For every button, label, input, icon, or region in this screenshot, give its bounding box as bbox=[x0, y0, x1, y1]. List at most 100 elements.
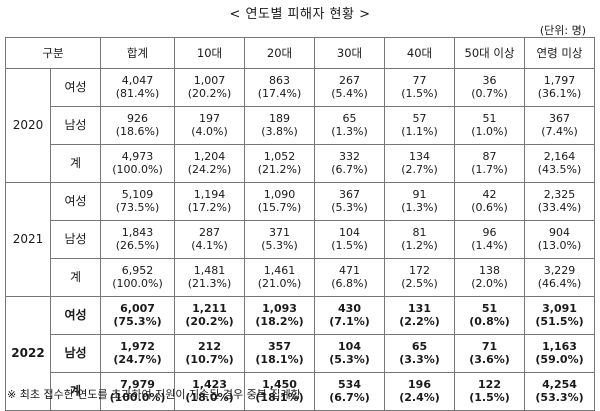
table-row: 2022 여성 6,007 (75.3%) 1,211 (20.2%) 1,093 (18.2… bbox=[5, 296, 596, 411]
count-value: 1,204 bbox=[193, 150, 226, 163]
header-total: 합계 bbox=[100, 37, 176, 69]
percent-value: (1.5%) bbox=[469, 390, 510, 404]
percent-value: (20.2%) bbox=[187, 86, 232, 100]
gender-cell: 계 bbox=[49, 144, 102, 183]
percent-value: (0.6%) bbox=[471, 200, 508, 214]
percent-value: (21.2%) bbox=[257, 162, 302, 176]
count-value: 138 bbox=[479, 264, 501, 277]
count-value: 1,843 bbox=[121, 226, 154, 239]
data-cell: 1,481 (21.3%) bbox=[174, 258, 246, 297]
percent-value: (5.3%) bbox=[329, 352, 370, 366]
percent-value: (24.2%) bbox=[187, 162, 232, 176]
header-row: 구분 합계 10대 20대 30대 40대 50대 이상 연령 미상 bbox=[4, 37, 596, 69]
count-value: 534 bbox=[338, 378, 361, 391]
count-value: 87 bbox=[482, 150, 497, 163]
percent-value: (18.1%) bbox=[255, 352, 304, 366]
data-cell: 430 (7.1%) bbox=[314, 296, 386, 335]
percent-value: (26.5%) bbox=[115, 238, 160, 252]
percent-value: (46.4%) bbox=[537, 276, 582, 290]
percent-value: (6.8%) bbox=[331, 276, 368, 290]
percent-value: (43.5%) bbox=[537, 162, 582, 176]
gender-cell: 남성 bbox=[49, 220, 102, 259]
data-cell: 367 (5.3%) bbox=[314, 182, 386, 221]
data-cell: 4,973 (100.0%) bbox=[100, 144, 176, 183]
data-cell: 36 (0.7%) bbox=[454, 68, 526, 107]
count-value: 189 bbox=[269, 112, 291, 125]
table-row: 2020 여성 4,047 (81.4%) 1,007 (20.2%) 863 (17.4%)… bbox=[5, 68, 596, 183]
data-cell: 926 (18.6%) bbox=[100, 106, 176, 145]
percent-value: (1.3%) bbox=[331, 124, 368, 138]
count-value: 332 bbox=[339, 150, 361, 163]
table-title: < 연도별 피해자 현황 > bbox=[229, 7, 371, 22]
data-cell: 71 (3.6%) bbox=[454, 334, 526, 373]
header-10s: 10대 bbox=[174, 37, 246, 69]
data-cell: 104 (1.5%) bbox=[314, 220, 386, 259]
percent-value: (7.4%) bbox=[541, 124, 578, 138]
count-value: 122 bbox=[478, 378, 501, 391]
percent-value: (4.0%) bbox=[191, 124, 228, 138]
percent-value: (81.4%) bbox=[115, 86, 160, 100]
data-cell: 138 (2.0%) bbox=[454, 258, 526, 297]
data-cell: 1,093 (18.2%) bbox=[244, 296, 316, 335]
percent-value: (1.4%) bbox=[471, 238, 508, 252]
count-value: 1,797 bbox=[543, 74, 576, 87]
count-value: 287 bbox=[199, 226, 221, 239]
percent-value: (100.0%) bbox=[112, 162, 163, 176]
percent-value: (18.0%) bbox=[185, 390, 234, 404]
data-cell: 1,211 (20.2%) bbox=[174, 296, 246, 335]
victims-by-year-table: 구분 합계 10대 20대 30대 40대 50대 이상 연령 미상 2020 여… bbox=[4, 37, 596, 411]
data-cell: 77 (1.5%) bbox=[384, 68, 456, 107]
percent-value: (20.2%) bbox=[185, 314, 234, 328]
count-value: 267 bbox=[339, 74, 361, 87]
percent-value: (2.7%) bbox=[401, 162, 438, 176]
data-cell: 1,204 (24.2%) bbox=[174, 144, 246, 183]
data-cell: 267 (5.4%) bbox=[314, 68, 386, 107]
data-cell: 6,952 (100.0%) bbox=[100, 258, 176, 297]
data-cell: 212 (10.7%) bbox=[174, 334, 246, 373]
percent-value: (4.1%) bbox=[191, 238, 228, 252]
count-value: 65 bbox=[411, 340, 428, 353]
percent-value: (33.4%) bbox=[537, 200, 582, 214]
header-age-unknown: 연령 미상 bbox=[524, 37, 596, 69]
count-value: 1,093 bbox=[262, 302, 297, 315]
unit-label: (단위: 명) bbox=[539, 24, 586, 37]
data-cell: 42 (0.6%) bbox=[454, 182, 526, 221]
table-row: 남성 926 (18.6%) 197 (4.0%) 189 (3.8%) 65 (1.3%) 57… bbox=[6, 106, 596, 145]
count-value: 1,211 bbox=[192, 302, 227, 315]
count-value: 131 bbox=[408, 302, 431, 315]
count-value: 371 bbox=[269, 226, 291, 239]
table-row: 남성 1,843 (26.5%) 287 (4.1%) 371 (5.3%) 104 (1.5%… bbox=[6, 220, 596, 259]
year-cell: 2021 bbox=[5, 182, 51, 297]
count-value: 134 bbox=[409, 150, 431, 163]
data-cell: 81 (1.2%) bbox=[384, 220, 456, 259]
data-cell: 6,007 (75.3%) bbox=[100, 296, 176, 335]
count-value: 2,164 bbox=[543, 150, 576, 163]
count-value: 4,254 bbox=[542, 378, 577, 391]
count-value: 65 bbox=[342, 112, 357, 125]
percent-value: (6.7%) bbox=[329, 390, 370, 404]
count-value: 197 bbox=[199, 112, 221, 125]
percent-value: (18.6%) bbox=[115, 124, 160, 138]
table-row: 남성 1,972 (24.7%) 212 (10.7%) 357 (18.1%) 104 (5.… bbox=[6, 334, 596, 373]
data-cell: 2,164 (43.5%) bbox=[524, 144, 596, 183]
percent-value: (6.7%) bbox=[331, 162, 368, 176]
data-cell: 1,972 (24.7%) bbox=[100, 334, 176, 373]
percent-value: (7.1%) bbox=[329, 314, 370, 328]
data-cell: 1,163 (59.0%) bbox=[524, 334, 596, 373]
percent-value: (73.5%) bbox=[115, 200, 160, 214]
count-value: 1,461 bbox=[263, 264, 296, 277]
header-30s: 30대 bbox=[314, 37, 386, 69]
percent-value: (3.6%) bbox=[469, 352, 510, 366]
count-value: 1,163 bbox=[542, 340, 577, 353]
data-cell: 371 (5.3%) bbox=[244, 220, 316, 259]
table-row: 2021 여성 5,109 (73.5%) 1,194 (17.2%) 1,090 (15.7… bbox=[5, 182, 596, 297]
count-value: 36 bbox=[482, 74, 497, 87]
percent-value: (13.0%) bbox=[537, 238, 582, 252]
header-50s-plus: 50대 이상 bbox=[454, 37, 526, 69]
count-value: 6,007 bbox=[120, 302, 155, 315]
count-value: 6,952 bbox=[121, 264, 154, 277]
gender-cell: 계 bbox=[49, 258, 102, 297]
data-cell: 3,091 (51.5%) bbox=[524, 296, 596, 335]
percent-value: (2.2%) bbox=[399, 314, 440, 328]
percent-value: (2.5%) bbox=[401, 276, 438, 290]
